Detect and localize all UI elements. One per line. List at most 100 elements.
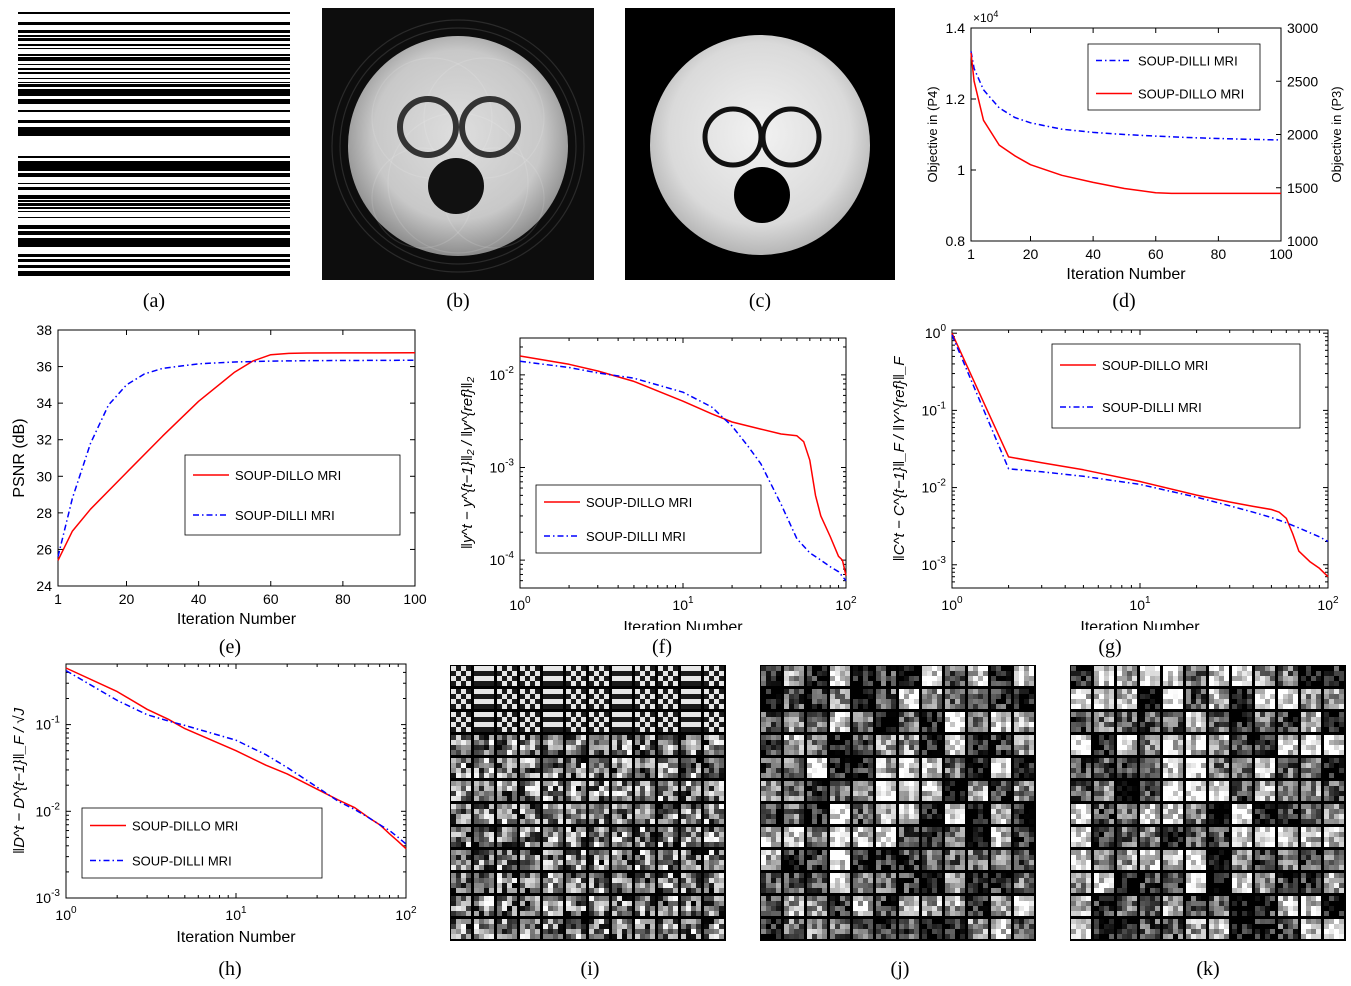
atom-pixel xyxy=(691,878,696,883)
atom-pixel xyxy=(996,873,1001,878)
atom-pixel xyxy=(766,860,771,865)
atom-pixel xyxy=(950,750,955,755)
atom-pixel xyxy=(622,842,627,847)
atom-pixel xyxy=(512,832,517,837)
atom-pixel xyxy=(891,855,896,860)
atom-pixel xyxy=(535,873,540,878)
atom-pixel xyxy=(622,758,627,763)
atom-pixel xyxy=(663,896,668,901)
atom-pixel xyxy=(451,727,456,732)
atom-pixel xyxy=(840,666,845,671)
atom-pixel xyxy=(466,865,471,870)
atom-pixel xyxy=(945,883,950,888)
atom-pixel xyxy=(704,855,709,860)
atom-pixel xyxy=(914,791,919,796)
dictionary-atom xyxy=(566,896,586,916)
atom-pixel xyxy=(891,786,896,791)
dictionary-j-svg xyxy=(760,665,1036,941)
atom-pixel xyxy=(617,666,622,671)
atom-pixel xyxy=(881,768,886,773)
atom-pixel xyxy=(479,722,484,727)
atom-pixel xyxy=(937,860,942,865)
atom-pixel xyxy=(853,786,858,791)
atom-pixel xyxy=(817,763,822,768)
atom-pixel xyxy=(530,727,535,732)
atom-pixel xyxy=(858,763,863,768)
atom-pixel xyxy=(543,860,548,865)
atom-pixel xyxy=(502,694,507,699)
atom-pixel xyxy=(691,924,696,929)
atom-pixel xyxy=(1014,786,1019,791)
atom-pixel xyxy=(581,883,586,888)
atom-pixel xyxy=(617,791,622,796)
atom-pixel xyxy=(719,676,724,681)
atom-pixel xyxy=(955,842,960,847)
atom-pixel xyxy=(876,855,881,860)
atom-pixel xyxy=(863,786,868,791)
atom-pixel xyxy=(530,791,535,796)
atom-pixel xyxy=(589,827,594,832)
atom-pixel xyxy=(627,883,632,888)
dictionary-atom xyxy=(991,666,1011,686)
atom-pixel xyxy=(604,750,609,755)
atom-pixel xyxy=(991,671,996,676)
atom-pixel xyxy=(497,842,502,847)
atom-pixel xyxy=(589,676,594,681)
atom-pixel xyxy=(566,929,571,934)
atom-pixel xyxy=(794,796,799,801)
atom-pixel xyxy=(709,773,714,778)
atom-pixel xyxy=(899,681,904,686)
atom-pixel xyxy=(645,878,650,883)
atom-pixel xyxy=(835,722,840,727)
atom-pixel xyxy=(945,735,950,740)
atom-pixel xyxy=(635,676,640,681)
atom-pixel xyxy=(543,919,548,924)
atom-pixel xyxy=(784,671,789,676)
atom-pixel xyxy=(904,865,909,870)
atom-pixel xyxy=(858,740,863,745)
atom-pixel xyxy=(645,704,650,709)
atom-pixel xyxy=(489,722,494,727)
mask-line xyxy=(18,244,290,247)
atom-pixel xyxy=(622,883,627,888)
atom-pixel xyxy=(1006,796,1011,801)
atom-pixel xyxy=(566,837,571,842)
atom-pixel xyxy=(1024,865,1029,870)
atom-pixel xyxy=(991,689,996,694)
atom-pixel xyxy=(776,855,781,860)
atom-pixel xyxy=(955,860,960,865)
x-tick-label: 80 xyxy=(335,591,351,607)
atom-pixel xyxy=(1024,878,1029,883)
atom-pixel xyxy=(622,699,627,704)
atom-pixel xyxy=(461,888,466,893)
atom-pixel xyxy=(566,901,571,906)
atom-pixel xyxy=(497,773,502,778)
atom-pixel xyxy=(968,699,973,704)
mask-line xyxy=(18,166,290,168)
atom-pixel xyxy=(876,796,881,801)
atom-pixel xyxy=(996,814,1001,819)
dictionary-atom xyxy=(945,735,965,755)
atom-pixel xyxy=(456,929,461,934)
atom-pixel xyxy=(807,666,812,671)
atom-pixel xyxy=(822,666,827,671)
dictionary-atom xyxy=(520,896,540,916)
atom-pixel xyxy=(978,837,983,842)
atom-pixel xyxy=(1019,827,1024,832)
mask-line xyxy=(18,259,290,262)
atom-pixel xyxy=(558,773,563,778)
dictionary-atom xyxy=(968,758,988,778)
atom-pixel xyxy=(830,842,835,847)
atom-pixel xyxy=(996,796,1001,801)
atom-pixel xyxy=(535,694,540,699)
atom-pixel xyxy=(927,745,932,750)
atom-pixel xyxy=(576,837,581,842)
atom-pixel xyxy=(863,842,868,847)
atom-pixel xyxy=(502,676,507,681)
atom-pixel xyxy=(617,827,622,832)
y-tick-label: 10-4 xyxy=(490,550,515,568)
atom-pixel xyxy=(899,850,904,855)
atom-pixel xyxy=(914,750,919,755)
atom-pixel xyxy=(691,773,696,778)
atom-pixel xyxy=(766,883,771,888)
